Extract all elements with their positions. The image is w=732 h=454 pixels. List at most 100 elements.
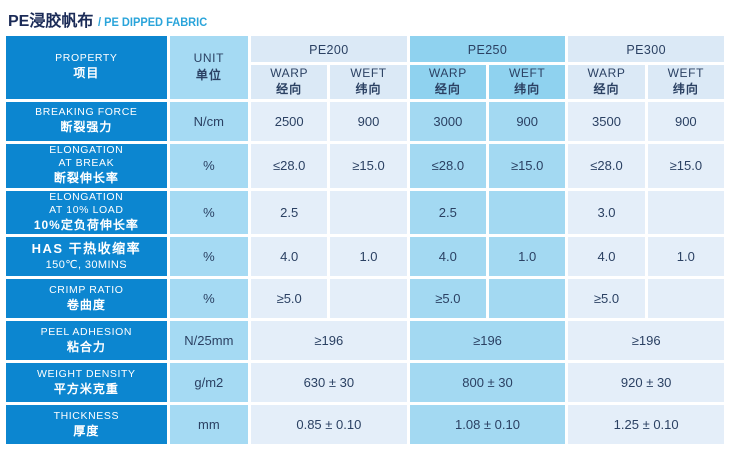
value-cell: 3.0	[568, 190, 645, 235]
weft-zh: 纬向	[355, 82, 382, 97]
property-header-cell: PROPERTY 项目	[6, 36, 167, 99]
value-cell	[330, 190, 407, 235]
warp-en: WARP	[270, 65, 309, 80]
property-cell: ELONGATION AT BREAK 断裂伸长率	[6, 144, 167, 188]
value-cell: 0.85 ± 0.10	[251, 405, 407, 445]
value-cell: 1.0	[489, 237, 566, 277]
property-zh: 卷曲度	[66, 297, 106, 312]
value-cell: 4.0	[568, 237, 645, 277]
property-en: WEIGHT DENSITY	[37, 367, 136, 380]
value-cell: 920 ± 30	[568, 363, 724, 403]
value-cell: ≤28.0	[568, 144, 645, 188]
product-label: PE200	[309, 42, 349, 57]
value-cell: 1.0	[330, 237, 407, 277]
table-row: THICKNESS 厚度 mm 0.85 ± 0.10 1.08 ± 0.10 …	[6, 405, 724, 445]
product-label: PE300	[626, 42, 666, 57]
property-cell: BREAKING FORCE 断裂强力	[6, 102, 167, 141]
property-en: PEEL ADHESION	[40, 325, 133, 338]
weft-zh: 纬向	[514, 82, 541, 97]
property-zh: 10%定负荷伸长率	[33, 217, 139, 232]
value-cell: 900	[330, 102, 407, 141]
product-band-pe250: PE250	[409, 36, 566, 62]
unit-cell: %	[169, 190, 249, 235]
value-cell: 900	[489, 102, 566, 141]
unit-header-en: UNIT	[193, 51, 225, 66]
property-cell: THICKNESS 厚度	[6, 405, 167, 445]
value-cell: ≥196	[409, 321, 566, 361]
property-header-en: PROPERTY	[55, 52, 118, 65]
value-cell	[489, 279, 566, 319]
value-cell: 2.5	[251, 190, 328, 235]
value-cell: 3000	[409, 102, 486, 141]
warp-en: WARP	[428, 65, 467, 80]
product-band-pe200: PE200	[251, 36, 407, 62]
property-cell: HAS 干热收缩率 150℃, 30MINS	[6, 237, 167, 277]
direction-header-weft: WEFT 纬向	[330, 65, 407, 99]
value-cell: ≤28.0	[251, 144, 328, 188]
value-cell: 900	[647, 102, 724, 141]
property-en: HAS 干热收缩率	[31, 241, 142, 257]
property-zh: 粘合力	[66, 339, 106, 354]
warp-en: WARP	[587, 65, 626, 80]
table-row: HAS 干热收缩率 150℃, 30MINS % 4.0 1.0 4.0 1.0…	[6, 237, 724, 277]
value-cell: ≥15.0	[647, 144, 724, 188]
unit-header-zh: 单位	[195, 67, 222, 82]
value-cell: ≥5.0	[251, 279, 328, 319]
property-en: ELONGATION AT 10% LOAD	[49, 190, 124, 216]
product-band-pe300: PE300	[568, 36, 724, 62]
warp-zh: 经向	[593, 82, 620, 97]
unit-cell: N/cm	[169, 102, 249, 141]
value-cell: ≥196	[568, 321, 724, 361]
property-zh: 断裂强力	[60, 120, 113, 135]
warp-zh: 经向	[434, 82, 461, 97]
spec-table: PROPERTY 项目 UNIT 单位 PE200 PE250 PE300 WA…	[3, 33, 727, 447]
unit-cell: %	[169, 144, 249, 188]
property-cell: WEIGHT DENSITY 平方米克重	[6, 363, 167, 403]
unit-cell: %	[169, 279, 249, 319]
value-cell: 630 ± 30	[251, 363, 407, 403]
table-row: PEEL ADHESION 粘合力 N/25mm ≥196 ≥196 ≥196	[6, 321, 724, 361]
direction-header-weft: WEFT 纬向	[647, 65, 724, 99]
value-cell	[647, 190, 724, 235]
value-cell	[330, 279, 407, 319]
unit-cell: g/m2	[169, 363, 249, 403]
value-cell	[647, 279, 724, 319]
value-cell: 3500	[568, 102, 645, 141]
value-cell: ≤28.0	[409, 144, 486, 188]
unit-cell: N/25mm	[169, 321, 249, 361]
property-header-zh: 项目	[73, 66, 100, 81]
value-cell: ≥5.0	[409, 279, 486, 319]
weft-zh: 纬向	[672, 82, 699, 97]
value-cell: 2500	[251, 102, 328, 141]
weft-en: WEFT	[350, 65, 387, 80]
weft-en: WEFT	[508, 65, 546, 80]
table-row: CRIMP RATIO 卷曲度 % ≥5.0 ≥5.0 ≥5.0	[6, 279, 724, 319]
property-zh: 平方米克重	[53, 381, 119, 396]
property-cell: ELONGATION AT 10% LOAD 10%定负荷伸长率	[6, 190, 167, 235]
property-en: ELONGATION AT BREAK	[49, 144, 124, 170]
unit-cell: mm	[169, 405, 249, 445]
page-title: PE浸胶帆布 / PE DIPPED FABRIC	[0, 0, 732, 33]
value-cell: 4.0	[409, 237, 486, 277]
direction-header-warp: WARP 经向	[251, 65, 328, 99]
table-row: WEIGHT DENSITY 平方米克重 g/m2 630 ± 30 800 ±…	[6, 363, 724, 403]
direction-header-weft: WEFT 纬向	[489, 65, 566, 99]
property-zh: 断裂伸长率	[53, 171, 119, 186]
table-row: BREAKING FORCE 断裂强力 N/cm 2500 900 3000 9…	[6, 102, 724, 141]
value-cell: ≥5.0	[568, 279, 645, 319]
direction-header-warp: WARP 经向	[568, 65, 645, 99]
value-cell: 1.25 ± 0.10	[568, 405, 724, 445]
value-cell: ≥15.0	[489, 144, 566, 188]
unit-header-cell: UNIT 单位	[169, 36, 249, 99]
value-cell: 1.08 ± 0.10	[409, 405, 566, 445]
property-zh: 150℃, 30MINS	[45, 259, 128, 272]
title-english: / PE DIPPED FABRIC	[98, 15, 208, 29]
warp-zh: 经向	[276, 82, 303, 97]
direction-header-warp: WARP 经向	[409, 65, 486, 99]
property-en: THICKNESS	[53, 409, 120, 422]
property-cell: CRIMP RATIO 卷曲度	[6, 279, 167, 319]
title-chinese: PE浸胶帆布	[8, 13, 94, 30]
value-cell	[489, 190, 566, 235]
property-zh: 厚度	[73, 423, 100, 438]
